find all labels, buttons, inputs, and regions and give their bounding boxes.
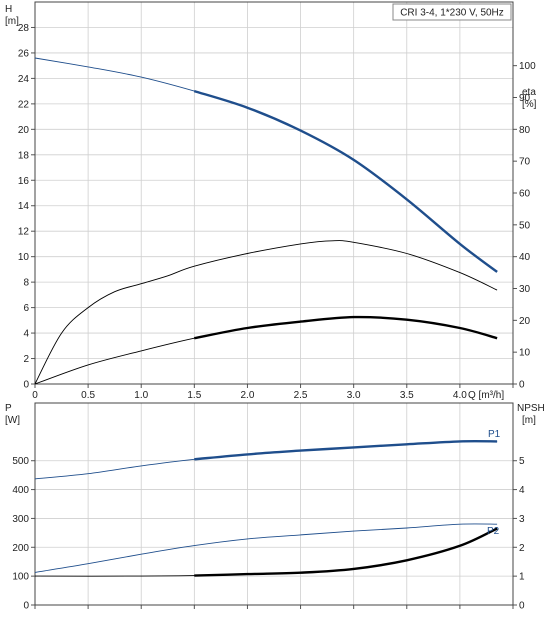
chart-title: CRI 3-4, 1*230 V, 50Hz bbox=[400, 8, 504, 19]
y-left-tick-label: 100 bbox=[12, 572, 29, 583]
y-right-tick-label: 70 bbox=[519, 157, 531, 168]
x-tick-label: 3.0 bbox=[347, 390, 361, 401]
curve-line-thin bbox=[34, 440, 498, 480]
y-left-tick-label: 22 bbox=[18, 99, 30, 110]
y-left-tick-label: 16 bbox=[18, 176, 30, 187]
y-right-tick-label: 10 bbox=[519, 348, 531, 359]
y-right-tick-label: 100 bbox=[519, 61, 536, 72]
x-tick-label: 0 bbox=[32, 390, 38, 401]
y-right-tick-label: 30 bbox=[519, 284, 531, 295]
npsh-axis-label: NPSH bbox=[517, 403, 545, 414]
curve-line-thin bbox=[34, 523, 498, 573]
y-right-tick-label: 0 bbox=[519, 601, 525, 612]
q-axis-label: Q [m³/h] bbox=[468, 390, 504, 401]
y-left-tick-label: 300 bbox=[12, 514, 29, 525]
eta-axis-unit: [%] bbox=[522, 99, 537, 110]
curve-line-thin bbox=[34, 57, 498, 273]
curve-series bbox=[34, 57, 498, 577]
y-right-tick-label: 20 bbox=[519, 316, 531, 327]
plot-frame bbox=[34, 402, 514, 606]
y-right-tick-label: 80 bbox=[519, 125, 531, 136]
curve-line-thin bbox=[34, 528, 498, 577]
x-tick-label: 3.5 bbox=[400, 390, 414, 401]
x-tick-label: 4.0 bbox=[453, 390, 467, 401]
y-right-tick-label: 2 bbox=[519, 543, 525, 554]
curve-line-operating bbox=[194, 527, 498, 577]
y-right-tick-label: 60 bbox=[519, 189, 531, 200]
p-axis-unit: [W] bbox=[5, 415, 20, 426]
y-left-tick-label: 8 bbox=[23, 278, 29, 289]
p1-series-label: P1 bbox=[488, 429, 501, 440]
title-box bbox=[392, 3, 512, 21]
y-left-tick-label: 500 bbox=[12, 456, 29, 467]
bottom-plot-grid bbox=[31, 402, 517, 609]
y-left-tick-label: 12 bbox=[18, 227, 30, 238]
y-left-tick-label: 20 bbox=[18, 125, 30, 136]
curve-line-thin bbox=[34, 316, 498, 385]
h-axis-label: H bbox=[5, 4, 12, 15]
axis-labels: 0 0.5 1.0 1.5 2.0 2.5 3.0 3.5 4.0024681012141618… bbox=[12, 23, 536, 612]
p-axis-label: P bbox=[5, 403, 12, 414]
y-left-tick-label: 18 bbox=[18, 150, 30, 161]
y-left-tick-label: 2 bbox=[23, 354, 29, 365]
y-right-tick-label: 5 bbox=[519, 456, 525, 467]
x-tick-label: 2.5 bbox=[294, 390, 308, 401]
y-left-tick-label: 200 bbox=[12, 543, 29, 554]
npsh-axis-unit: [m] bbox=[522, 415, 536, 426]
y-left-tick-label: 0 bbox=[23, 380, 29, 391]
y-left-tick-label: 26 bbox=[18, 48, 30, 59]
y-left-tick-label: 28 bbox=[18, 23, 30, 34]
y-right-tick-label: 50 bbox=[519, 220, 531, 231]
x-tick-label: 1.0 bbox=[134, 390, 148, 401]
y-left-tick-label: 14 bbox=[18, 201, 30, 212]
curve-line-operating bbox=[194, 439, 498, 461]
y-right-tick-label: 1 bbox=[519, 572, 525, 583]
eta-axis-label: eta bbox=[522, 87, 536, 98]
y-left-tick-label: 10 bbox=[18, 252, 30, 263]
y-left-tick-label: 6 bbox=[23, 303, 29, 314]
curve-line-thin bbox=[34, 240, 498, 385]
top-plot-grid bbox=[31, 1, 517, 388]
y-right-tick-label: 4 bbox=[519, 485, 525, 496]
y-left-tick-label: 24 bbox=[18, 74, 30, 85]
curve-line-operating bbox=[194, 315, 498, 340]
y-right-tick-label: 40 bbox=[519, 252, 531, 263]
curve-line-operating bbox=[193, 89, 498, 273]
y-left-tick-label: 400 bbox=[12, 485, 29, 496]
y-left-tick-label: 0 bbox=[23, 601, 29, 612]
y-left-tick-label: 4 bbox=[23, 329, 29, 340]
x-tick-label: 2.0 bbox=[240, 390, 254, 401]
h-axis-unit: [m] bbox=[5, 16, 19, 27]
y-right-tick-label: 90 bbox=[519, 93, 531, 104]
plot-frame bbox=[34, 1, 514, 385]
y-right-tick-label: 3 bbox=[519, 514, 525, 525]
x-tick-label: 0.5 bbox=[81, 390, 95, 401]
x-tick-label: 1.5 bbox=[187, 390, 201, 401]
p2-series-label: P2 bbox=[487, 526, 500, 537]
y-right-tick-label: 0 bbox=[519, 380, 525, 391]
